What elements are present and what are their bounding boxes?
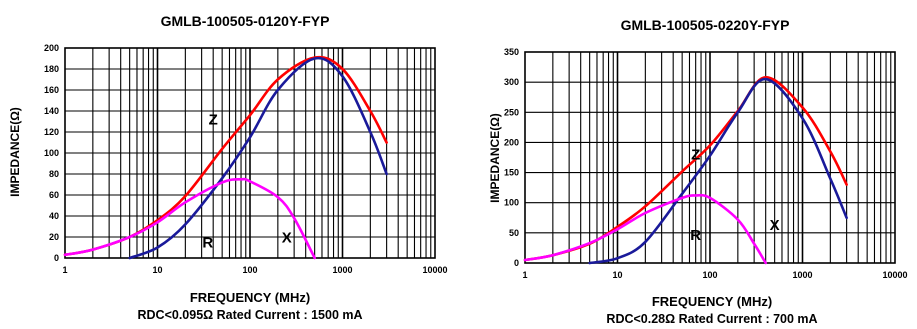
x-tick-label: 1 [62, 265, 67, 275]
y-tick-labels: 0 20 40 60 80 100 120 140 160 180 200 [44, 43, 59, 263]
y-tick-label: 100 [44, 148, 59, 158]
y-tick-label: 180 [44, 64, 59, 74]
x-tick-label: 1000 [332, 265, 352, 275]
impedance-chart-0120Y: GMLB-100505-0120Y-FYP 0 20 40 60 80 100 120 140… [8, 13, 448, 322]
y-tick-label: 300 [504, 77, 519, 87]
y-tick-label: 100 [504, 198, 519, 208]
series-line-x [588, 77, 848, 265]
chart-title: GMLB-100505-0120Y-FYP [161, 13, 330, 29]
y-tick-label: 0 [514, 258, 519, 268]
curve-label-x: X [770, 217, 780, 234]
rating-note: RDC<0.28Ω Rated Current : 700 mA [606, 312, 817, 326]
x-tick-label: 100 [702, 270, 717, 280]
y-tick-labels: 0 50 100 150 200 250 300 350 [504, 47, 519, 268]
x-tick-label: 1000 [792, 270, 812, 280]
y-tick-label: 200 [504, 137, 519, 147]
x-axis-label: FREQUENCY (MHz) [190, 290, 310, 305]
x-tick-label: 10000 [882, 270, 907, 280]
x-tick-label: 10000 [422, 265, 447, 275]
curve-label-r: R [202, 235, 213, 252]
series-line-x [128, 56, 388, 260]
impedance-chart-0220Y: GMLB-100505-0220Y-FYP 0 50 100 150 200 250 300… [488, 17, 908, 326]
y-tick-label: 120 [44, 127, 59, 137]
y-tick-label: 160 [44, 85, 59, 95]
y-tick-label: 40 [49, 211, 59, 221]
x-axis-label: FREQUENCY (MHz) [652, 294, 772, 309]
y-tick-label: 140 [44, 106, 59, 116]
chart-title: GMLB-100505-0220Y-FYP [621, 17, 790, 33]
x-tick-label: 10 [612, 270, 622, 280]
curve-labels: Z R X [202, 112, 291, 252]
series-line-r [63, 177, 316, 260]
x-tick-label: 10 [152, 265, 162, 275]
chart-series [523, 76, 848, 265]
series-line-r [523, 193, 767, 265]
y-tick-label: 200 [44, 43, 59, 53]
chart-grid [64, 47, 436, 259]
x-tick-label: 100 [242, 265, 257, 275]
y-tick-label: 250 [504, 107, 519, 117]
curve-label-z: Z [691, 146, 700, 163]
rating-note: RDC<0.095Ω Rated Current : 1500 mA [137, 308, 362, 322]
y-tick-label: 80 [49, 169, 59, 179]
y-axis-label: IMPEDANCE(Ω) [488, 113, 502, 203]
curve-labels: Z R X [690, 146, 779, 244]
y-tick-label: 0 [54, 253, 59, 263]
curve-label-z: Z [209, 112, 218, 129]
chart-series [63, 55, 388, 260]
y-axis-label: IMPEDANCE(Ω) [8, 107, 22, 197]
curve-label-r: R [690, 227, 701, 244]
y-tick-label: 60 [49, 190, 59, 200]
x-tick-labels: 1 10 100 1000 10000 [62, 265, 447, 275]
x-tick-labels: 1 10 100 1000 10000 [522, 270, 907, 280]
y-tick-label: 20 [49, 232, 59, 242]
y-tick-label: 350 [504, 47, 519, 57]
x-tick-label: 1 [522, 270, 527, 280]
y-tick-label: 50 [509, 228, 519, 238]
y-tick-label: 150 [504, 168, 519, 178]
curve-label-x: X [282, 229, 292, 246]
